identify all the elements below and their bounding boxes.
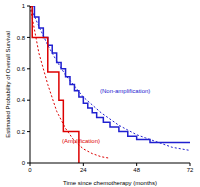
svg-text:1: 1 — [22, 3, 26, 9]
html-text:(Amplification): (Amplification) — [62, 138, 100, 144]
svg-text:0.4: 0.4 — [17, 97, 26, 103]
svg-text:0: 0 — [28, 167, 32, 173]
svg-text:Estimated Probability of Overa: Estimated Probability of Overall Surviva… — [8, 31, 11, 138]
svg-text:24: 24 — [80, 167, 87, 173]
svg-text:48: 48 — [133, 167, 140, 173]
svg-text:72: 72 — [187, 167, 192, 173]
svg-text:0.8: 0.8 — [17, 35, 26, 41]
svg-text:0.2: 0.2 — [17, 129, 26, 135]
svg-text:Time since chemotherapy (month: Time since chemotherapy (months) — [63, 180, 157, 186]
html-text:(Non-amplification): (Non-amplification) — [100, 88, 151, 94]
svg-text:0: 0 — [22, 160, 26, 166]
svg-text:0.6: 0.6 — [17, 66, 26, 72]
